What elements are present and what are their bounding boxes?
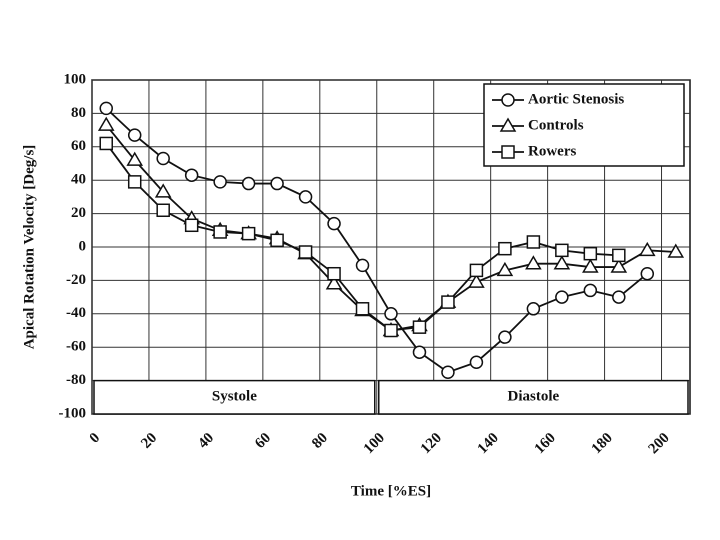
point <box>526 302 541 316</box>
point <box>127 175 142 189</box>
x-tick-label: 60 <box>252 430 274 452</box>
point <box>582 258 599 273</box>
point <box>469 263 484 278</box>
point <box>468 273 485 288</box>
y-tick-label: 40 <box>71 172 86 188</box>
y-tick-label: 60 <box>71 138 86 154</box>
legend-label: Controls <box>528 117 584 133</box>
point <box>583 246 598 261</box>
point <box>156 151 170 166</box>
point <box>184 168 199 182</box>
y-tick-label: 100 <box>64 71 87 87</box>
point <box>496 261 514 277</box>
point <box>126 151 144 166</box>
point <box>412 320 427 334</box>
y-tick-label: -100 <box>59 405 87 421</box>
point <box>638 241 656 257</box>
x-tick-label: 180 <box>589 430 616 457</box>
y-tick-label: -20 <box>66 272 86 288</box>
x-tick-label: 20 <box>138 430 160 452</box>
point <box>612 290 626 304</box>
x-tick-label: 100 <box>361 430 388 457</box>
point <box>97 116 115 131</box>
point <box>325 275 343 290</box>
point <box>327 216 341 231</box>
legend-label: Rowers <box>528 143 576 159</box>
legend-marker <box>501 145 515 159</box>
x-tick-label: 120 <box>418 430 445 457</box>
point <box>355 302 370 316</box>
point <box>555 290 569 304</box>
point <box>553 255 571 270</box>
point <box>526 235 541 249</box>
y-tick-label: 20 <box>71 205 86 221</box>
point <box>156 203 170 218</box>
phase-band <box>378 379 689 415</box>
point <box>355 258 370 273</box>
point <box>184 218 199 233</box>
point <box>298 190 313 204</box>
point <box>213 225 227 239</box>
point <box>612 248 626 263</box>
x-tick-label: 200 <box>646 430 673 457</box>
legend-label: Aortic Stenosis <box>528 91 624 107</box>
x-axis-title: Time [%ES] <box>351 483 431 499</box>
point <box>555 243 569 258</box>
point <box>525 255 542 270</box>
x-tick-label: 40 <box>195 430 217 452</box>
phase-label: Diastole <box>508 389 560 405</box>
point <box>610 258 628 273</box>
point <box>99 136 113 151</box>
phase-band <box>93 379 376 415</box>
point <box>384 307 398 321</box>
legend-marker <box>499 117 517 132</box>
point <box>583 283 598 298</box>
y-tick-label: 0 <box>79 238 87 254</box>
legend-marker <box>501 93 515 107</box>
point <box>384 323 398 338</box>
point <box>270 233 284 248</box>
point <box>667 243 685 258</box>
x-tick-label: 140 <box>475 430 502 457</box>
y-tick-label: 80 <box>71 105 86 121</box>
x-tick-label: 0 <box>87 430 104 447</box>
x-tick-label: 160 <box>532 430 559 457</box>
y-tick-label: -60 <box>66 339 86 355</box>
point <box>327 266 341 281</box>
y-axis-title: Apical Rotation Velocity [Deg/s] <box>21 145 37 350</box>
point <box>441 295 455 309</box>
point <box>469 355 484 369</box>
point <box>441 365 455 379</box>
point <box>298 245 313 259</box>
point <box>213 175 227 189</box>
point <box>412 345 427 359</box>
point <box>99 101 113 116</box>
point <box>154 183 172 198</box>
point <box>498 241 512 256</box>
x-tick-label: 80 <box>309 430 331 452</box>
point <box>498 330 512 344</box>
y-tick-label: -80 <box>66 372 86 388</box>
phase-label: Systole <box>212 389 257 405</box>
y-tick-label: -40 <box>66 305 86 321</box>
point <box>241 226 256 241</box>
point <box>640 266 655 281</box>
point <box>241 176 256 191</box>
point <box>270 176 284 191</box>
point <box>127 128 142 142</box>
